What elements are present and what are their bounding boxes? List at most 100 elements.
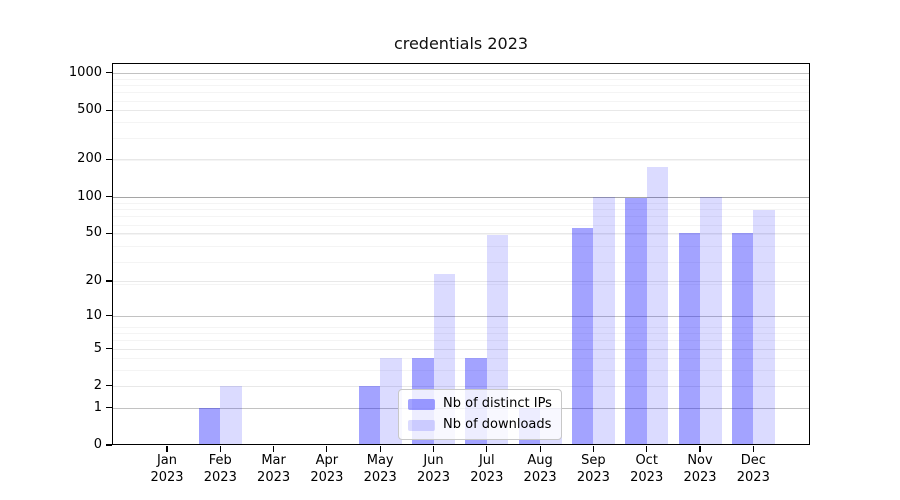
- y-tick: [105, 232, 112, 234]
- x-tick-month: Dec: [740, 453, 766, 468]
- bar-nb-of-distinct-ips-feb: [198, 407, 221, 445]
- y-tick-label: 1000: [68, 64, 102, 80]
- x-tick-label: Jan 2023: [135, 452, 199, 486]
- y-minor-gridline: [112, 326, 810, 328]
- x-tick: [273, 445, 275, 452]
- y-minor-gridline: [112, 202, 810, 204]
- x-tick: [646, 445, 648, 452]
- x-tick-label: May 2023: [348, 452, 412, 486]
- y-minor-gridline: [112, 358, 810, 360]
- bar-nb-of-distinct-ips-may: [358, 385, 381, 445]
- y-gridline: [112, 159, 810, 161]
- legend-label: Nb of distinct IPs: [443, 396, 552, 411]
- chart-title: credentials 2023: [393, 34, 529, 53]
- x-tick-month: Sep: [581, 453, 606, 468]
- x-tick: [486, 445, 488, 452]
- bar-nb-of-distinct-ips-oct: [625, 198, 647, 445]
- x-tick-year: 2023: [416, 470, 451, 485]
- legend-entry: Nb of downloads: [408, 417, 552, 433]
- y-tick-label: 1: [93, 399, 102, 415]
- x-tick-label: Sep 2023: [561, 452, 625, 486]
- y-gridline: [112, 196, 810, 198]
- x-tick: [592, 445, 594, 452]
- y-minor-gridline: [112, 100, 810, 102]
- x-tick-year: 2023: [683, 470, 717, 485]
- x-tick-year: 2023: [736, 470, 770, 485]
- x-tick-year: 2023: [203, 470, 237, 485]
- bar-nb-of-downloads-dec: [753, 209, 775, 445]
- bar-nb-of-downloads-feb: [220, 385, 242, 445]
- bar-nb-of-downloads-nov: [700, 196, 722, 445]
- y-gridline: [112, 348, 810, 350]
- legend-swatch-icon: [408, 419, 435, 431]
- y-minor-gridline: [112, 261, 810, 263]
- x-tick: [219, 445, 221, 452]
- y-gridline: [112, 72, 810, 74]
- y-minor-gridline: [112, 340, 810, 342]
- x-tick: [699, 445, 701, 452]
- y-minor-gridline: [112, 234, 810, 236]
- y-tick: [105, 444, 112, 446]
- legend-label: Nb of downloads: [443, 417, 552, 432]
- y-gridline: [112, 110, 810, 112]
- x-tick-month: Feb: [208, 453, 232, 468]
- x-tick-year: 2023: [257, 470, 291, 485]
- x-tick-label: Jul 2023: [455, 452, 519, 486]
- y-tick-label: 50: [85, 225, 102, 241]
- x-tick-year: 2023: [363, 470, 397, 485]
- x-tick-month: Apr: [315, 453, 339, 468]
- x-tick-label: Aug 2023: [508, 452, 572, 486]
- y-tick: [105, 195, 112, 198]
- y-tick-label: 20: [85, 273, 102, 288]
- y-minor-gridline: [112, 216, 810, 218]
- y-minor-gridline: [112, 370, 810, 372]
- x-tick-year: 2023: [470, 470, 504, 485]
- x-tick-label: Apr 2023: [295, 452, 359, 486]
- y-minor-gridline: [112, 209, 810, 210]
- x-tick-label: Nov 2023: [668, 452, 732, 486]
- x-tick-month: Nov: [687, 453, 713, 468]
- x-tick-year: 2023: [523, 470, 557, 485]
- x-tick-label: Oct 2023: [615, 452, 679, 486]
- x-tick: [539, 445, 541, 452]
- legend: Nb of distinct IPs Nb of downloads: [398, 389, 562, 440]
- y-gridline: [112, 315, 810, 317]
- y-minor-gridline: [112, 137, 810, 139]
- y-tick: [105, 347, 112, 350]
- x-tick-label: Jun 2023: [402, 452, 466, 486]
- y-tick: [105, 315, 112, 317]
- y-minor-gridline: [112, 78, 810, 80]
- x-tick-month: Aug: [527, 453, 553, 468]
- x-tick-month: Jan: [156, 453, 178, 468]
- x-tick-year: 2023: [150, 470, 184, 485]
- y-minor-gridline: [112, 85, 810, 86]
- y-tick-label: 5: [93, 340, 102, 356]
- y-minor-gridline: [112, 333, 810, 334]
- x-tick-month: Jul: [478, 453, 495, 468]
- bar-nb-of-downloads-sep: [593, 196, 615, 445]
- x-tick-label: Feb 2023: [188, 452, 252, 486]
- x-tick-label: Mar 2023: [242, 452, 306, 486]
- y-minor-gridline: [112, 224, 810, 226]
- x-tick: [326, 445, 328, 452]
- bar-nb-of-distinct-ips-dec: [731, 233, 754, 445]
- y-tick-label: 10: [85, 307, 102, 323]
- y-minor-gridline: [112, 92, 810, 94]
- y-gridline: [112, 233, 810, 235]
- y-tick: [105, 72, 112, 74]
- y-minor-gridline: [112, 246, 810, 248]
- y-gridline: [112, 281, 810, 282]
- bar-nb-of-downloads-may: [380, 358, 402, 445]
- x-tick-label: Dec 2023: [721, 452, 785, 486]
- y-gridline: [112, 385, 810, 387]
- x-tick-year: 2023: [310, 470, 344, 485]
- y-tick-label: 500: [77, 102, 102, 118]
- legend-swatch-icon: [408, 398, 435, 410]
- x-tick-month: Jun: [423, 453, 444, 468]
- y-tick-label: 2: [93, 377, 102, 393]
- bar-nb-of-downloads-oct: [646, 166, 669, 445]
- bar-nb-of-distinct-ips-nov: [678, 233, 700, 445]
- x-tick-year: 2023: [630, 470, 664, 485]
- y-tick: [105, 385, 112, 387]
